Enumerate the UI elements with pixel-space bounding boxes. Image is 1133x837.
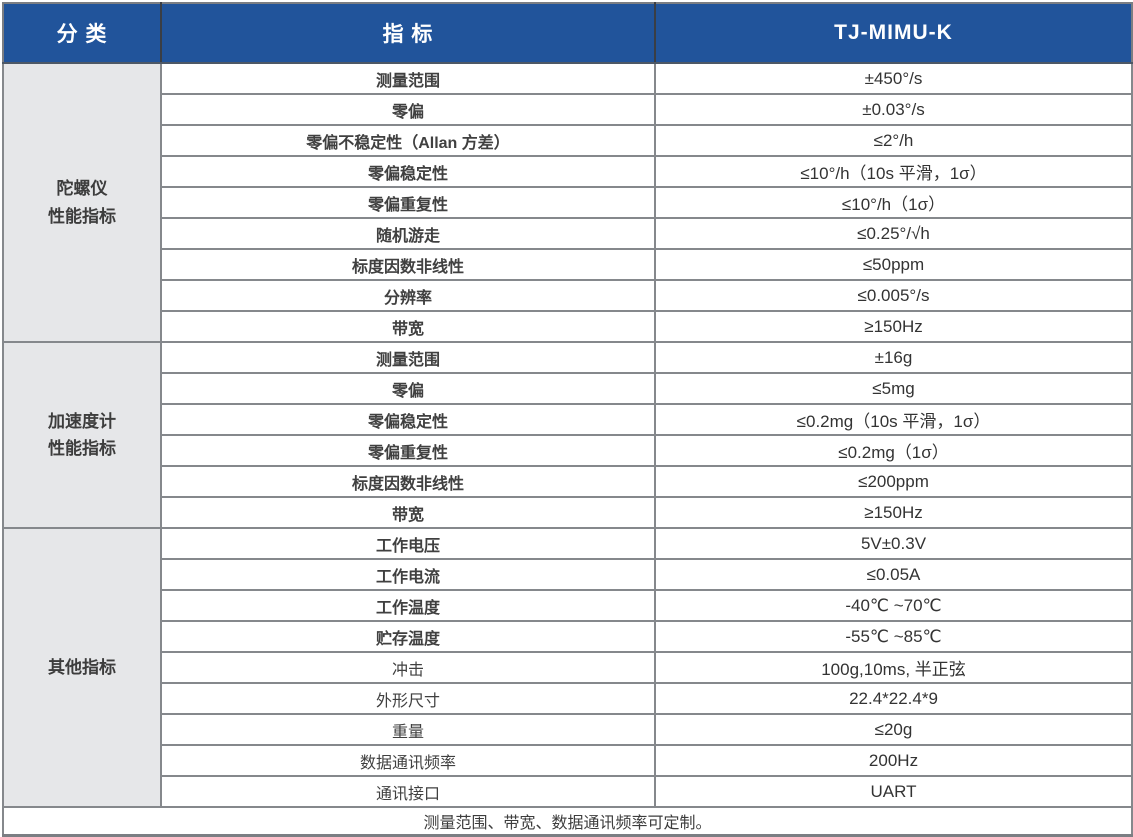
indicator-label: 零偏稳定性 <box>160 403 656 436</box>
spec-row: 分辨率 ≤0.005°/s <box>3 279 1133 312</box>
indicator-value: ±450°/s <box>654 62 1133 95</box>
indicator-label: 冲击 <box>160 651 656 684</box>
category-cell: 其他指标 <box>2 527 162 808</box>
indicator-label: 贮存温度 <box>160 620 656 653</box>
footer-note: 测量范围、带宽、数据通讯频率可定制。 <box>2 806 1133 837</box>
indicator-label: 零偏不稳定性（Allan 方差） <box>160 124 656 157</box>
indicator-value: ≤0.2mg（1σ） <box>654 434 1133 467</box>
spec-row: 零偏 ≤5mg <box>3 372 1133 405</box>
spec-table-body: 陀螺仪 性能指标 测量范围 ±450°/s 零偏 ±0.03°/s 零偏不稳定性（Allan… <box>2 62 1133 808</box>
indicator-value: -55℃ ~85℃ <box>654 620 1133 653</box>
indicator-value: ≤0.05A <box>654 558 1133 591</box>
spec-row: 零偏稳定性 ≤10°/h（10s 平滑，1σ） <box>3 155 1133 188</box>
spec-row: 通讯接口 UART <box>3 775 1133 808</box>
indicator-label: 分辨率 <box>160 279 656 312</box>
header-row: 分 类 指 标 TJ-MIMU-K <box>3 3 1132 64</box>
spec-row: 带宽 ≥150Hz <box>3 310 1133 343</box>
indicator-value: 200Hz <box>654 744 1133 777</box>
indicator-value: ±16g <box>654 341 1133 374</box>
category-cell: 陀螺仪 性能指标 <box>2 62 162 343</box>
spec-row: 标度因数非线性 ≤50ppm <box>3 248 1133 281</box>
spec-row: 冲击 100g,10ms, 半正弦 <box>3 651 1133 684</box>
spec-row: 加速度计 性能指标 测量范围 ±16g <box>2 341 1133 529</box>
spec-row: 陀螺仪 性能指标 测量范围 ±450°/s <box>2 62 1133 343</box>
indicator-label: 带宽 <box>160 496 656 529</box>
indicator-label: 零偏稳定性 <box>160 155 656 188</box>
indicator-label: 重量 <box>160 713 656 746</box>
spec-row: 零偏稳定性 ≤0.2mg（10s 平滑，1σ） <box>3 403 1133 436</box>
indicator-label: 随机游走 <box>160 217 656 250</box>
spec-row: 外形尺寸 22.4*22.4*9 <box>3 682 1133 715</box>
spec-row: 零偏 ±0.03°/s <box>3 93 1133 126</box>
indicator-label: 零偏重复性 <box>160 186 656 219</box>
header-category: 分 类 <box>3 3 161 64</box>
spec-row: 零偏重复性 ≤10°/h（1σ） <box>3 186 1133 219</box>
indicator-label: 测量范围 <box>160 62 656 95</box>
indicator-label: 工作温度 <box>160 589 656 622</box>
indicator-value: ≤0.25°/√h <box>654 217 1133 250</box>
spec-row: 零偏重复性 ≤0.2mg（1σ） <box>3 434 1133 467</box>
spec-row: 带宽 ≥150Hz <box>3 496 1133 529</box>
spec-row: 工作温度 -40℃ ~70℃ <box>3 589 1133 622</box>
footer-row: 测量范围、带宽、数据通讯频率可定制。 <box>2 806 1133 837</box>
spec-row: 零偏不稳定性（Allan 方差） ≤2°/h <box>3 124 1133 157</box>
indicator-value: ≥150Hz <box>654 310 1133 343</box>
indicator-label: 工作电压 <box>160 527 656 560</box>
indicator-label: 外形尺寸 <box>160 682 656 715</box>
indicator-value: UART <box>654 775 1133 808</box>
category-cell: 加速度计 性能指标 <box>2 341 162 529</box>
indicator-label: 标度因数非线性 <box>160 465 656 498</box>
indicator-value: ≤0.005°/s <box>654 279 1133 312</box>
spec-row: 数据通讯频率 200Hz <box>3 744 1133 777</box>
indicator-label: 数据通讯频率 <box>160 744 656 777</box>
indicator-value: ≤5mg <box>654 372 1133 405</box>
indicator-label: 带宽 <box>160 310 656 343</box>
indicator-label: 测量范围 <box>160 341 656 374</box>
indicator-value: ±0.03°/s <box>654 93 1133 126</box>
indicator-value: ≤2°/h <box>654 124 1133 157</box>
indicator-value: ≤10°/h（10s 平滑，1σ） <box>654 155 1133 188</box>
spec-row: 其他指标 工作电压 5V±0.3V <box>2 527 1133 808</box>
spec-row: 随机游走 ≤0.25°/√h <box>3 217 1133 250</box>
indicator-value: -40℃ ~70℃ <box>654 589 1133 622</box>
indicator-value: 100g,10ms, 半正弦 <box>654 651 1133 684</box>
indicator-value: 5V±0.3V <box>654 527 1133 560</box>
indicator-label: 零偏 <box>160 93 656 126</box>
spec-row: 贮存温度 -55℃ ~85℃ <box>3 620 1133 653</box>
indicator-label: 零偏重复性 <box>160 434 656 467</box>
indicator-value: 22.4*22.4*9 <box>654 682 1133 715</box>
indicator-value: ≤50ppm <box>654 248 1133 281</box>
spec-row: 标度因数非线性 ≤200ppm <box>3 465 1133 498</box>
indicator-value: ≤0.2mg（10s 平滑，1σ） <box>654 403 1133 436</box>
indicator-label: 工作电流 <box>160 558 656 591</box>
indicator-value: ≤200ppm <box>654 465 1133 498</box>
indicator-label: 零偏 <box>160 372 656 405</box>
spec-row: 重量 ≤20g <box>3 713 1133 746</box>
indicator-value: ≥150Hz <box>654 496 1133 529</box>
indicator-value: ≤10°/h（1σ） <box>654 186 1133 219</box>
spec-row: 工作电流 ≤0.05A <box>3 558 1133 591</box>
indicator-label: 通讯接口 <box>160 775 656 808</box>
header-indicator: 指 标 <box>160 3 655 64</box>
indicator-value: ≤20g <box>654 713 1133 746</box>
header-product-name: TJ-MIMU-K <box>654 3 1132 64</box>
indicator-label: 标度因数非线性 <box>160 248 656 281</box>
